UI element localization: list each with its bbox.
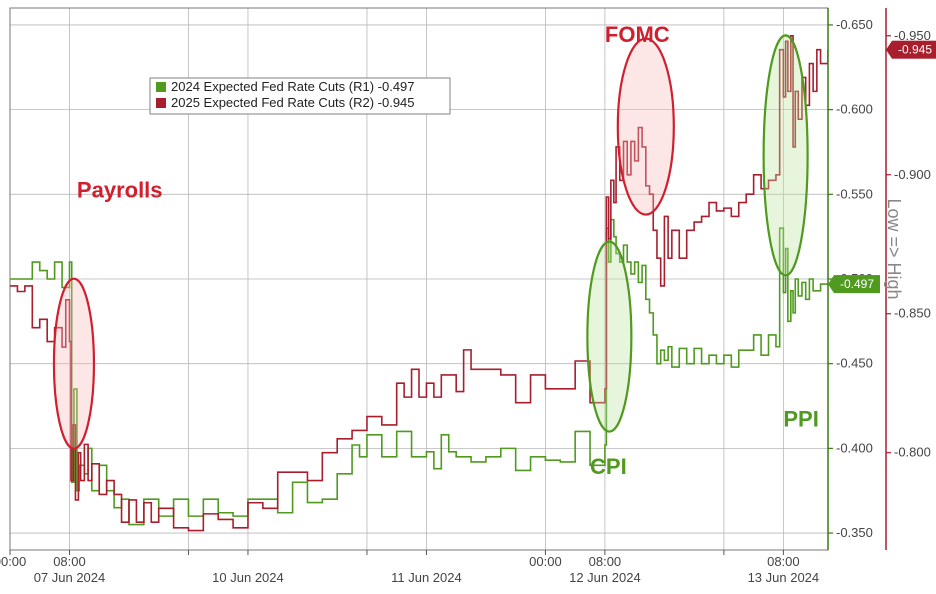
r1-tick-label: -0.550 [836, 186, 873, 201]
x-tick-label: 08:00 [589, 554, 622, 569]
x-tick-label: 10 Jun 2024 [212, 570, 284, 585]
legend-swatch [156, 98, 166, 108]
x-tick-label: 07 Jun 2024 [34, 570, 106, 585]
annotation-label: PPI [783, 406, 818, 431]
x-tick-label: 08:00 [53, 554, 86, 569]
annotation-label: FOMC [605, 22, 670, 47]
annotation-ellipse [54, 279, 94, 449]
axis-value-badge-text: -0.497 [840, 277, 874, 291]
x-tick-label: 12 Jun 2024 [569, 570, 641, 585]
x-tick-label: 11 Jun 2024 [391, 570, 462, 585]
axis-value-badge-text: -0.945 [898, 43, 932, 57]
r1-tick-label: -0.600 [836, 102, 873, 117]
r1-tick-label: -0.350 [836, 525, 873, 540]
r1-tick-label: -0.650 [836, 17, 873, 32]
x-tick-label: 00:00 [529, 554, 562, 569]
fed-rate-cuts-chart: PayrollsFOMCCPIPPI00:0008:0007 Jun 20241… [0, 0, 936, 594]
x-tick-label: 08:00 [767, 554, 800, 569]
x-tick-label: 00:00 [0, 554, 26, 569]
legend-label: 2024 Expected Fed Rate Cuts (R1) -0.497 [171, 79, 415, 94]
secondary-axis-label: Low => High [884, 198, 904, 299]
annotation-label: CPI [590, 454, 627, 479]
r2-tick-label: -0.800 [894, 445, 931, 460]
r2-tick-label: -0.950 [894, 28, 931, 43]
r2-tick-label: -0.850 [894, 306, 931, 321]
annotation-ellipse [587, 242, 631, 432]
annotation-ellipse [618, 39, 674, 215]
r1-tick-label: -0.400 [836, 440, 873, 455]
legend-swatch [156, 82, 166, 92]
r2-tick-label: -0.900 [894, 167, 931, 182]
x-tick-label: 13 Jun 2024 [748, 570, 820, 585]
annotation-ellipse [764, 35, 808, 275]
annotation-label: Payrolls [77, 178, 163, 203]
legend-label: 2025 Expected Fed Rate Cuts (R2) -0.945 [171, 95, 415, 110]
r1-tick-label: -0.450 [836, 356, 873, 371]
chart-svg: PayrollsFOMCCPIPPI00:0008:0007 Jun 20241… [0, 0, 936, 594]
